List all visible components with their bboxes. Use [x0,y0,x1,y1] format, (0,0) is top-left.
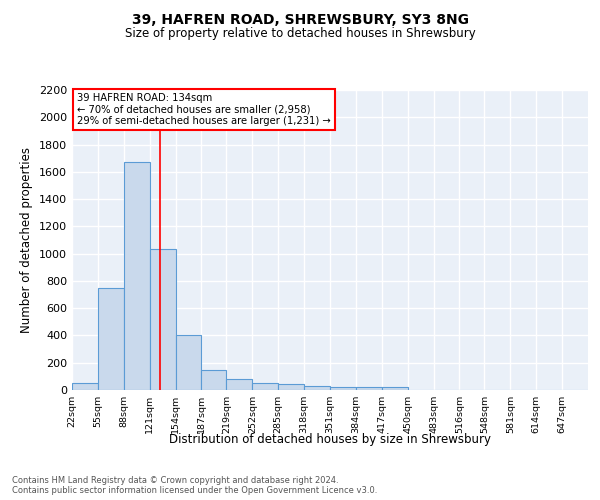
Bar [226,379,253,390]
Bar [278,384,304,390]
Text: 39, HAFREN ROAD, SHREWSBURY, SY3 8NG: 39, HAFREN ROAD, SHREWSBURY, SY3 8NG [131,12,469,26]
Bar [330,386,356,390]
Text: Distribution of detached houses by size in Shrewsbury: Distribution of detached houses by size … [169,432,491,446]
Bar [72,383,98,390]
Bar [202,370,226,390]
Y-axis label: Number of detached properties: Number of detached properties [20,147,34,333]
Bar [356,388,382,390]
Text: Contains HM Land Registry data © Crown copyright and database right 2024.
Contai: Contains HM Land Registry data © Crown c… [12,476,377,495]
Bar [149,249,176,390]
Bar [124,162,149,390]
Bar [98,288,124,390]
Bar [382,388,407,390]
Bar [253,383,278,390]
Bar [304,386,330,390]
Text: 39 HAFREN ROAD: 134sqm
← 70% of detached houses are smaller (2,958)
29% of semi-: 39 HAFREN ROAD: 134sqm ← 70% of detached… [77,93,331,126]
Text: Size of property relative to detached houses in Shrewsbury: Size of property relative to detached ho… [125,28,475,40]
Bar [176,335,202,390]
